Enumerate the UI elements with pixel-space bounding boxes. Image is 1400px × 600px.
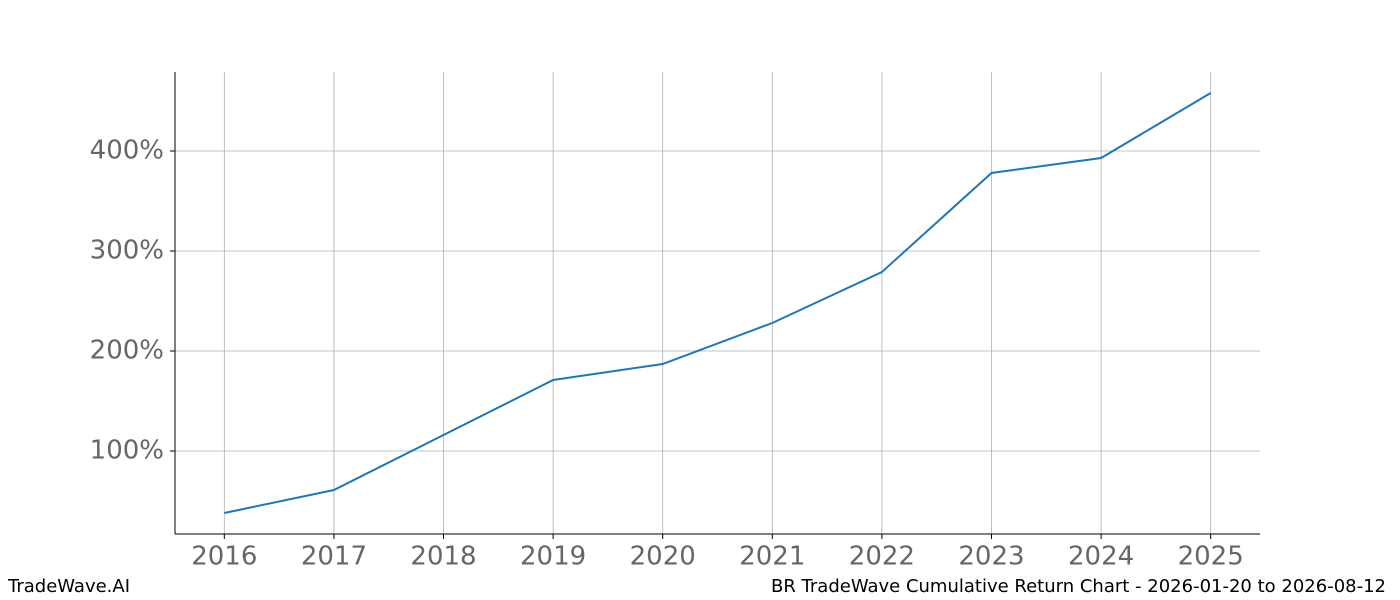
x-tick-label: 2017 [301,542,367,572]
line-series [224,92,1212,514]
x-tick-label: 2019 [520,542,586,572]
y-tick-label: 400% [90,136,164,166]
x-tick-label: 2025 [1178,542,1244,572]
footer-right: BR TradeWave Cumulative Return Chart - 2… [771,576,1386,597]
x-tick-label: 2022 [849,542,915,572]
x-tick-label: 2018 [410,542,476,572]
y-tick-label: 300% [90,236,164,266]
x-tick-label: 2023 [958,542,1024,572]
footer-left: TradeWave.AI [7,576,130,597]
y-tick-label: 100% [90,436,164,466]
y-tick-label: 200% [90,336,164,366]
x-tick-label: 2020 [630,542,696,572]
x-tick-label: 2021 [739,542,805,572]
x-tick-label: 2016 [191,542,257,572]
x-tick-label: 2024 [1068,542,1134,572]
